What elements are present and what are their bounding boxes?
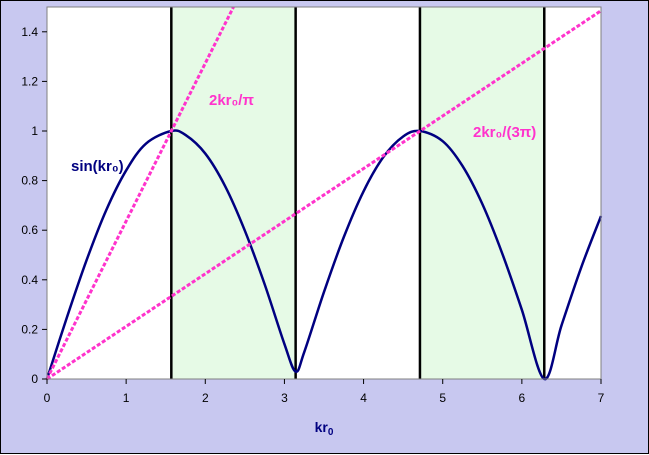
x-axis-title-subscript: 0	[328, 427, 334, 438]
y-tick-label-3: 0.6	[21, 223, 38, 237]
y-tick-label-6: 1.2	[21, 74, 38, 88]
x-tick-label-6: 6	[519, 391, 526, 405]
plot-border	[46, 6, 602, 380]
x-tick-label-7: 7	[598, 391, 605, 405]
series-line-2	[46, 9, 602, 381]
y-tick-label-1: 0.2	[21, 322, 38, 336]
x-tick-label-5: 5	[439, 391, 446, 405]
x-axis-title: kr0	[315, 419, 334, 438]
annotation-0: sin(kr₀)	[71, 158, 124, 175]
tick-labels: 0 1 2 3 4 5 6 7 0 0.2 0.4 0.6 0.8 1 1.2 1.4	[21, 25, 604, 405]
annotation-1: 2kr₀/π	[209, 92, 254, 109]
x-tick-label-3: 3	[281, 391, 288, 405]
x-tick-label-1: 1	[123, 391, 130, 405]
y-tick-label-7: 1.4	[21, 25, 38, 39]
x-tick-label-4: 4	[360, 391, 367, 405]
vertical-lines	[170, 7, 546, 379]
series-line-0	[45, 129, 603, 381]
series-line-1	[45, 6, 235, 380]
annotations: sin(kr₀) 2kr₀/π 2kr₀/(3π)	[71, 92, 536, 175]
axes	[42, 6, 602, 384]
y-tick-label-0: 0	[31, 372, 38, 386]
y-tick-label-5: 1	[31, 124, 38, 138]
series-group	[45, 6, 603, 381]
y-tick-label-4: 0.8	[21, 174, 38, 188]
x-tick-label-0: 0	[44, 391, 51, 405]
x-axis-title-main: kr	[315, 419, 329, 435]
y-tick-label-2: 0.4	[21, 273, 38, 287]
annotation-2: 2kr₀/(3π)	[473, 124, 536, 141]
x-tick-label-2: 2	[202, 391, 209, 405]
